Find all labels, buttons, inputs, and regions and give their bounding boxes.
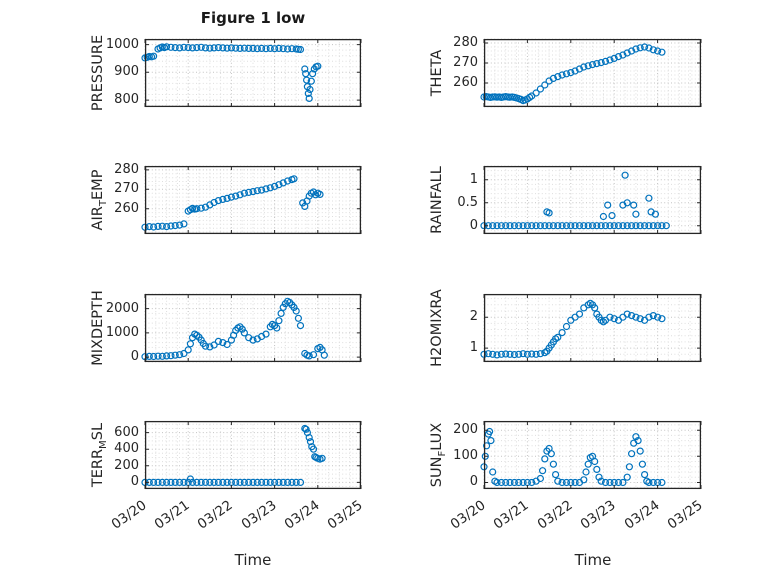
y-tick-label-rainfall: 1 [469, 171, 478, 187]
minor-grid [145, 421, 361, 489]
ylabel-theta: THETA [429, 49, 445, 97]
y-tick-label-pressure: 800 [114, 92, 139, 108]
minor-grid [145, 38, 361, 107]
scatter-markers-terr-msl [141, 424, 326, 487]
subplot-sun-flux [480, 420, 702, 490]
subplot-terr-msl [141, 420, 362, 490]
y-tick-label-h2omixra: 1 [469, 340, 478, 356]
minor-grid [145, 165, 361, 234]
y-tick-label-sun-flux: 0 [469, 474, 478, 490]
subplot-air-temp [141, 165, 362, 235]
minor-grid [145, 293, 361, 363]
ylabel-pressure: PRESSURE [90, 34, 106, 112]
subplot-theta [480, 38, 702, 108]
scatter-markers-air-temp [141, 175, 324, 231]
ylabel-sun-flux: SUNFLUX [429, 422, 448, 488]
tick-marks [144, 294, 362, 362]
subplot-mixdepth [141, 293, 362, 363]
minor-grid [484, 38, 701, 108]
scatter-markers-mixdepth [141, 297, 328, 361]
ylabel-mixdepth: MIXDEPTH [90, 290, 106, 366]
ylabel-h2omixra: H2OMIXRA [429, 289, 445, 367]
y-tick-label-mixdepth: 1000 [105, 324, 139, 340]
tick-marks [483, 166, 702, 234]
scatter-markers-theta [480, 43, 666, 105]
y-tick-label-sun-flux: 100 [453, 448, 478, 464]
y-tick-label-terr-msl: 200 [114, 457, 139, 473]
scatter-markers-rainfall [480, 171, 670, 230]
tick-marks [483, 421, 702, 489]
subplot-h2omixra [480, 293, 702, 363]
minor-grid [484, 294, 701, 362]
ylabel-air-temp: AIRTEMP [90, 169, 109, 231]
y-tick-label-theta: 280 [453, 35, 478, 50]
axes-box [483, 165, 702, 235]
subplot-rainfall [480, 165, 702, 235]
ylabel-rainfall: RAINFALL [429, 166, 445, 234]
subplot-pressure [141, 38, 362, 108]
y-tick-label-pressure: 1000 [105, 36, 139, 52]
tick-marks [144, 166, 362, 234]
y-tick-label-terr-msl: 600 [114, 424, 139, 440]
xlabel-time-left: Time [234, 551, 272, 569]
figure-title: Figure 1 low [200, 9, 306, 27]
y-tick-label-air-temp: 270 [114, 181, 139, 197]
ylabel-terr-msl: TERRMSL [90, 422, 109, 488]
y-tick-label-mixdepth: 0 [130, 349, 139, 365]
y-tick-label-theta: 270 [453, 55, 478, 70]
xlabel-time-right: Time [574, 551, 612, 569]
axes-box [483, 293, 702, 363]
axes-box [144, 293, 362, 363]
axes-box [144, 420, 362, 490]
y-tick-label-theta: 260 [453, 75, 478, 90]
scatter-markers-sun-flux [480, 427, 666, 487]
axes-box [483, 38, 702, 108]
tick-marks [144, 39, 362, 107]
y-tick-label-rainfall: 0 [469, 217, 478, 233]
y-tick-label-air-temp: 260 [114, 200, 139, 216]
minor-grid [484, 421, 701, 489]
y-tick-label-sun-flux: 200 [453, 422, 478, 438]
y-tick-label-air-temp: 280 [114, 161, 139, 177]
tick-marks [483, 294, 702, 362]
axes-box [144, 165, 362, 235]
tick-marks [144, 421, 362, 489]
axes-box [483, 420, 702, 490]
y-tick-label-terr-msl: 0 [130, 474, 139, 490]
axes-box [144, 38, 362, 108]
y-tick-label-pressure: 900 [114, 64, 139, 80]
y-tick-label-mixdepth: 2000 [105, 300, 139, 316]
y-tick-label-terr-msl: 400 [114, 441, 139, 457]
y-tick-label-h2omixra: 2 [469, 309, 478, 325]
y-tick-label-rainfall: 0.5 [457, 194, 478, 210]
tick-marks [483, 39, 702, 107]
scatter-markers-h2omixra [480, 299, 666, 359]
